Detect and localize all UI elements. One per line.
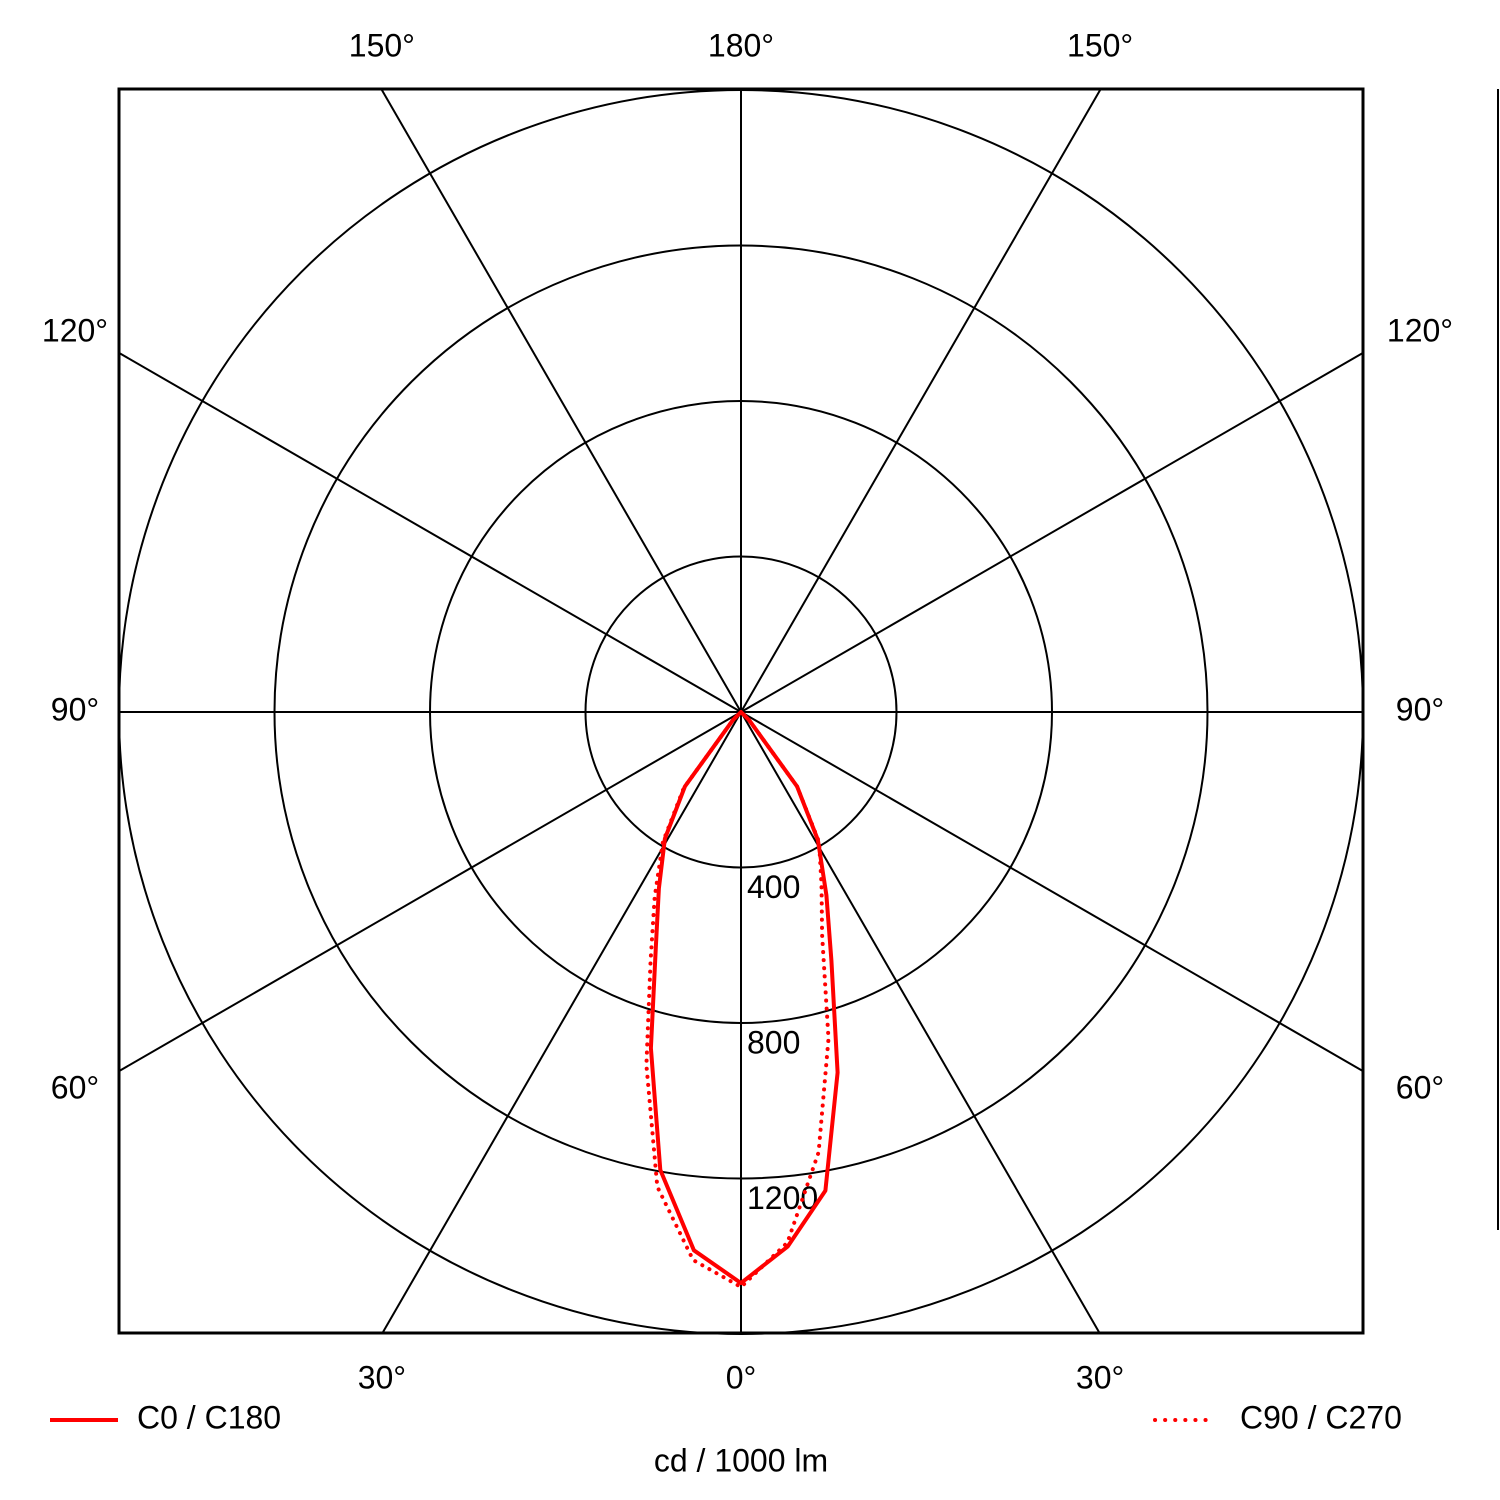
legend-label: C90 / C270 [1240, 1399, 1402, 1435]
spoke [740, 89, 1101, 713]
spoke [381, 711, 742, 1335]
theta-tick-label: 90° [1396, 691, 1444, 727]
theta-tick-label: 150° [349, 27, 415, 63]
theta-tick-label: 60° [1396, 1070, 1444, 1106]
r-tick-label: 800 [747, 1024, 800, 1060]
spoke [740, 352, 1364, 713]
series-line [644, 710, 831, 1289]
spoke [740, 711, 1364, 1072]
theta-tick-label: 120° [1387, 312, 1453, 348]
spoke [118, 711, 742, 1072]
theta-tick-label: 120° [42, 312, 108, 348]
theta-tick-label: 0° [726, 1359, 757, 1395]
legend-label: C0 / C180 [137, 1399, 281, 1435]
theta-tick-label: 90° [51, 691, 99, 727]
theta-tick-label: 30° [358, 1359, 406, 1395]
theta-tick-label: 60° [51, 1070, 99, 1106]
theta-tick-label: 30° [1076, 1359, 1124, 1395]
axis-label: cd / 1000 lm [654, 1442, 828, 1478]
spoke [381, 89, 742, 713]
theta-tick-label: 150° [1067, 27, 1133, 63]
spoke [118, 352, 742, 713]
r-tick-label: 400 [747, 869, 800, 905]
spoke [740, 711, 1101, 1335]
theta-tick-label: 180° [708, 27, 774, 63]
